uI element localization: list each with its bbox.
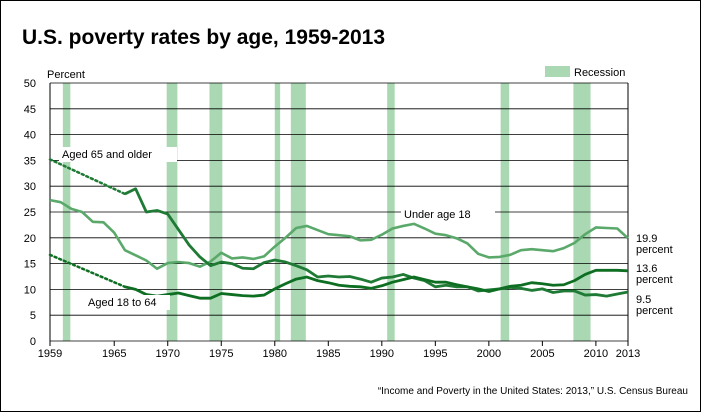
series-line-aged-18-to-64 [124, 268, 629, 300]
series-label-aged-65-and-older: Aged 65 and older [62, 149, 152, 161]
x-tick-2000: 2000 [477, 348, 501, 360]
chart-title: U.S. poverty rates by age, 1959-2013 [22, 26, 385, 49]
y-tick-35: 35 [24, 155, 36, 167]
series-label-aged-18-to-64: Aged 18 to 64 [88, 297, 157, 309]
end-label-under-age-18-0: 19.9 [636, 233, 657, 245]
series-label-under-age-18: Under age 18 [404, 209, 471, 221]
x-tick-2013: 2013 [616, 348, 640, 360]
legend-swatch-recession [545, 66, 570, 77]
end-label-under-age-18-1: percent [636, 244, 673, 256]
x-tick-1995: 1995 [423, 348, 447, 360]
x-tick-1990: 1990 [370, 348, 394, 360]
y-tick-25: 25 [24, 207, 36, 219]
series-line-aged-65-and-older [124, 187, 629, 298]
series-label-bg-under-age-18 [401, 207, 495, 222]
x-tick-2010: 2010 [584, 348, 608, 360]
y-tick-10: 10 [24, 284, 36, 296]
x-tick-2005: 2005 [530, 348, 554, 360]
y-axis-label: Percent [47, 69, 85, 81]
x-tick-1980: 1980 [263, 348, 287, 360]
axes: 0 5 10 15 20 25 30 35 40 45 50 1959 1965 1970 1975 1980… [24, 78, 640, 360]
series-label-bg-aged-65-and-older [59, 147, 177, 162]
end-label-aged-18-to-64-0: 13.6 [636, 263, 657, 275]
series-line-under-age-18 [49, 198, 629, 271]
y-tick-45: 45 [24, 104, 36, 116]
y-tick-30: 30 [24, 181, 36, 193]
end-label-aged-65-and-older-0: 9.5 [636, 294, 651, 306]
source-note: “Income and Poverty in the United States… [378, 386, 688, 397]
y-tick-20: 20 [24, 233, 36, 245]
gridlines [50, 82, 628, 342]
series-label-bg-aged-18-to-64 [85, 295, 170, 310]
y-tick-15: 15 [24, 259, 36, 271]
y-tick-5: 5 [30, 310, 36, 322]
series-projection-aged-18-to-64 [48, 253, 127, 289]
end-label-aged-65-and-older-1: percent [636, 305, 673, 317]
series-labels: Under age 18 Aged 65 and older Aged 18 to … [59, 147, 673, 317]
series-projection-aged-65-and-older [48, 158, 127, 196]
end-label-aged-18-to-64-1: percent [636, 274, 673, 286]
y-tick-0: 0 [30, 336, 36, 348]
x-tick-1975: 1975 [209, 348, 233, 360]
x-tick-1985: 1985 [316, 348, 340, 360]
x-tick-1970: 1970 [155, 348, 179, 360]
x-tick-1965: 1965 [102, 348, 126, 360]
y-tick-50: 50 [24, 78, 36, 90]
legend-label-recession: Recession [574, 67, 625, 79]
series-lines [48, 158, 629, 300]
x-tick-1959: 1959 [38, 348, 62, 360]
legend: Recession [545, 66, 625, 79]
y-tick-40: 40 [24, 130, 36, 142]
